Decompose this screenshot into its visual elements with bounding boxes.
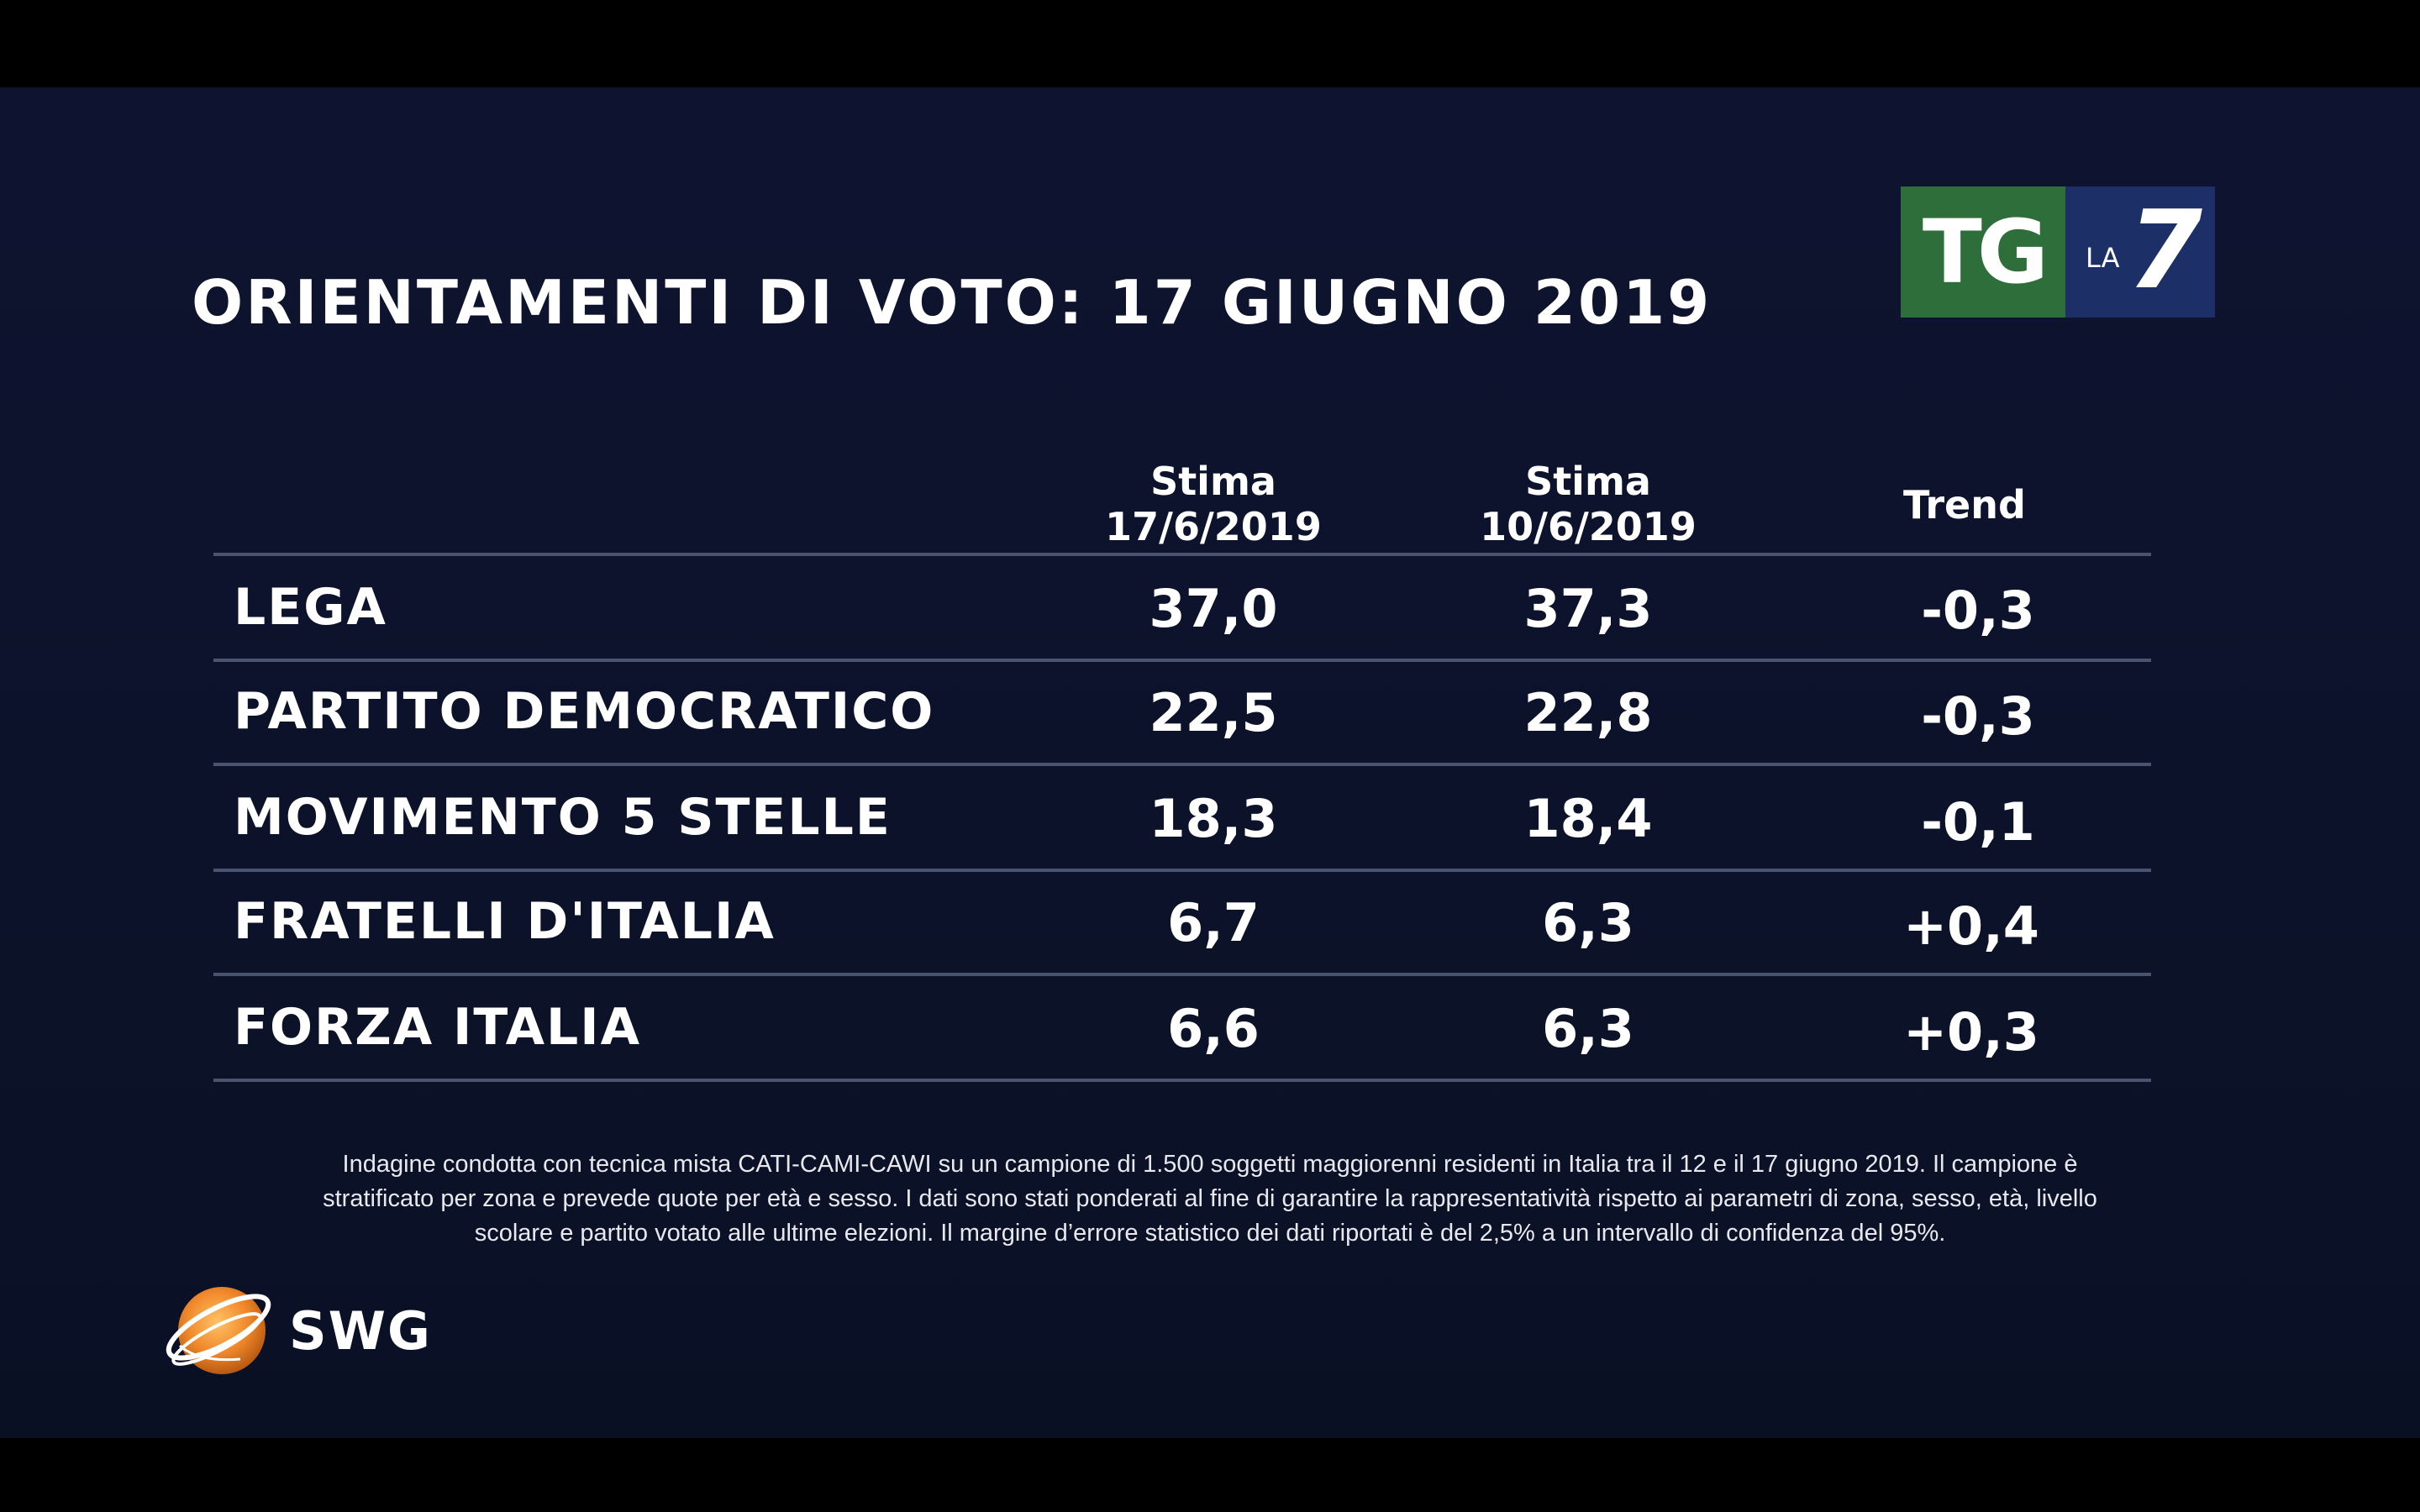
table-row-rule xyxy=(213,973,2151,976)
column-header-line2: 17/6/2019 xyxy=(1105,504,1322,549)
table-cell-trend: -0,3 xyxy=(1921,685,2035,747)
table-cell-trend: -0,3 xyxy=(1921,580,2035,641)
footnote-line: scolare e partito votato alle ultime ele… xyxy=(474,1220,1946,1247)
column-header-stima-10: Stima 10/6/2019 xyxy=(1462,459,1714,549)
table-row-rule xyxy=(213,869,2151,872)
swg-logo-text: SWG xyxy=(289,1300,432,1362)
column-header-stima-17: Stima 17/6/2019 xyxy=(1087,459,1339,549)
letterbox-top xyxy=(0,0,2420,87)
table-row-party-label: PARTITO DEMOCRATICO xyxy=(234,682,935,741)
table-bottom-rule xyxy=(213,1079,2151,1082)
table-row-party-label: LEGA xyxy=(234,578,387,637)
column-header-line1: Stima xyxy=(1525,459,1651,504)
tg-logo-text: TG xyxy=(1922,201,2049,303)
column-header-line2: 10/6/2019 xyxy=(1480,504,1697,549)
methodology-footnote: Indagine condotta con tecnica mista CATI… xyxy=(193,1147,2227,1251)
tg-la7-logo: TG xyxy=(1901,186,2065,318)
table-cell-stima-17: 37,0 xyxy=(1149,578,1278,639)
table-cell-stima-10: 22,8 xyxy=(1523,682,1653,743)
table-row-party-label: FORZA ITALIA xyxy=(234,998,642,1057)
la7-logo-seven: 7 xyxy=(2128,188,2203,313)
table-cell-stima-17: 6,6 xyxy=(1167,998,1260,1059)
table-cell-trend: -0,1 xyxy=(1921,791,2035,853)
table-cell-trend: +0,3 xyxy=(1903,1001,2039,1063)
table-cell-stima-17: 18,3 xyxy=(1149,788,1278,849)
table-cell-stima-10: 6,3 xyxy=(1542,892,1634,953)
table-header-rule xyxy=(213,553,2151,556)
la7-logo-block: LA 7 xyxy=(2065,186,2215,318)
table-cell-stima-10: 37,3 xyxy=(1523,578,1653,639)
table-row-rule xyxy=(213,763,2151,766)
table-cell-trend: +0,4 xyxy=(1903,895,2039,957)
column-header-trend: Trend xyxy=(1839,482,2091,528)
column-header-line1: Trend xyxy=(1903,482,2026,528)
letterbox-bottom xyxy=(0,1438,2420,1512)
swg-globe-icon xyxy=(166,1287,271,1374)
column-header-line1: Stima xyxy=(1150,459,1276,504)
table-row-rule xyxy=(213,659,2151,662)
table-cell-stima-10: 6,3 xyxy=(1542,998,1634,1059)
table-row-party-label: FRATELLI D'ITALIA xyxy=(234,892,776,951)
table-cell-stima-17: 6,7 xyxy=(1167,892,1260,953)
page-title: ORIENTAMENTI DI VOTO: 17 GIUGNO 2019 xyxy=(192,267,1712,338)
footnote-line: Indagine condotta con tecnica mista CATI… xyxy=(342,1151,2078,1178)
table-row-party-label: MOVIMENTO 5 STELLE xyxy=(234,788,892,847)
table-cell-stima-10: 18,4 xyxy=(1523,788,1653,849)
la7-logo-la: LA xyxy=(2086,242,2120,274)
footnote-line: stratificato per zona e prevede quote pe… xyxy=(323,1185,2097,1212)
table-cell-stima-17: 22,5 xyxy=(1149,682,1278,743)
